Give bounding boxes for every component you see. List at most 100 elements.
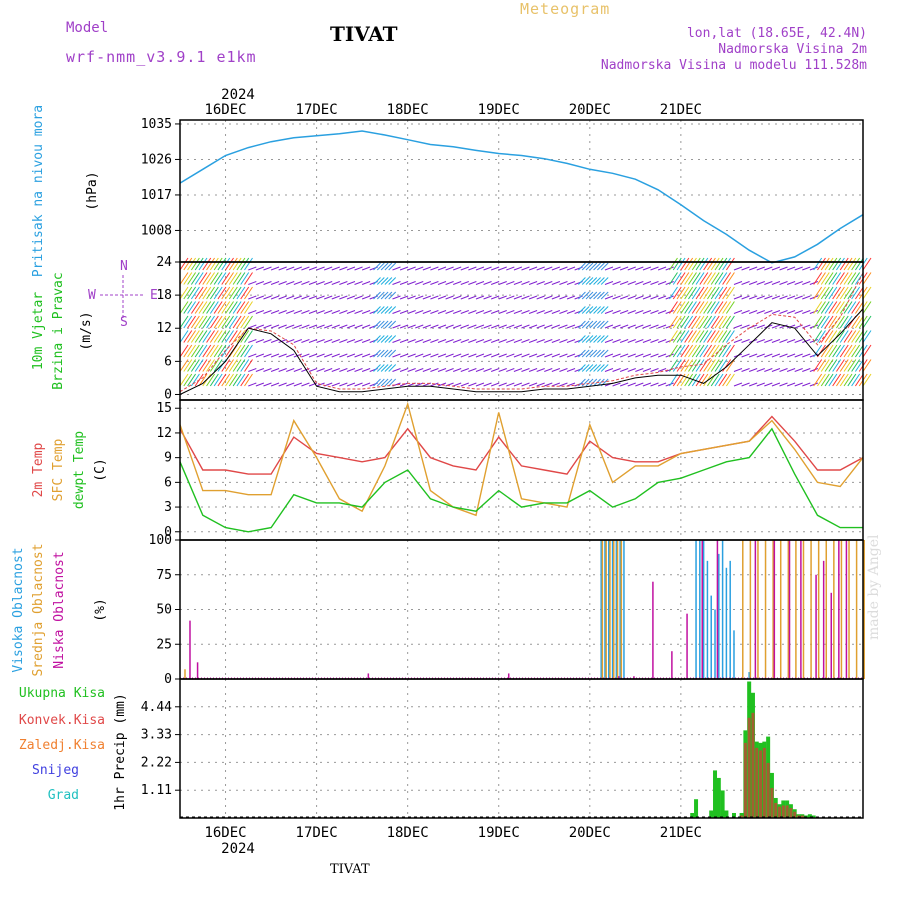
wind-barb	[221, 301, 231, 314]
wind-barb	[331, 295, 340, 300]
wind-barb	[691, 315, 701, 329]
year-label-top: 2024	[221, 87, 255, 103]
date-label-bottom: 18DEC	[387, 825, 429, 841]
wind-barb	[278, 324, 287, 329]
precip-total-bar	[709, 810, 714, 818]
wind-barb	[248, 382, 257, 387]
temp-ylabel-dewpt: dewpt Temp	[72, 431, 87, 509]
wind-barb	[722, 373, 732, 387]
wind-barb	[566, 295, 576, 300]
wind-barb	[528, 266, 538, 271]
wind-barb	[236, 359, 246, 372]
wind-barb	[286, 368, 295, 372]
wind-barb	[213, 315, 223, 329]
wind-barb	[270, 382, 280, 387]
wind-barb	[202, 286, 212, 300]
wind-barb	[779, 353, 788, 358]
wind-barb	[270, 353, 280, 358]
wind-barb	[248, 353, 257, 358]
wind-barb	[559, 295, 568, 300]
wind-barb	[536, 281, 545, 285]
wind-barb	[380, 262, 389, 271]
wind-barb	[722, 344, 732, 358]
wind-barb	[301, 353, 310, 358]
wind-barb	[202, 257, 212, 271]
wind-barb	[324, 353, 333, 358]
precip-total-bar	[690, 812, 695, 818]
wind-barb	[437, 310, 447, 314]
wind-barb	[225, 359, 234, 372]
wind-barb	[376, 378, 385, 387]
wind-barb	[206, 373, 215, 387]
wind-barb	[809, 266, 819, 271]
y-tick-label: 3	[164, 500, 172, 515]
panel-frame-precip	[179, 678, 864, 819]
wind-barb	[843, 344, 853, 358]
wind-barb	[627, 353, 636, 358]
wind-barb	[179, 286, 189, 300]
wind-barb	[388, 378, 397, 387]
wind-barb	[194, 272, 204, 285]
wind-barb	[183, 315, 193, 329]
wind-barb	[293, 382, 303, 387]
wind-barb	[714, 301, 724, 314]
wind-barb	[331, 324, 340, 329]
wind-barb	[839, 286, 849, 300]
wind-barb	[851, 344, 861, 358]
wind-barb	[388, 335, 397, 343]
wind-barb	[521, 353, 530, 358]
wind-barb	[244, 344, 253, 358]
wind-barb	[453, 339, 462, 343]
wind-barb	[513, 266, 523, 271]
wind-barb	[506, 368, 515, 372]
wind-barb	[604, 295, 614, 300]
wind-barb	[339, 382, 348, 387]
wind-barb	[544, 266, 553, 271]
model-name: wrf-nmm_v3.9.1 e1km	[66, 48, 257, 66]
wind-barb	[839, 315, 849, 329]
wind-barb	[422, 310, 432, 314]
wind-barb	[521, 324, 530, 329]
wind-barb	[228, 330, 238, 343]
wind-barb	[820, 373, 830, 387]
wind-barb	[604, 353, 614, 358]
wind-barb	[600, 349, 609, 358]
wind-barb	[460, 310, 469, 314]
wind-barb	[430, 310, 439, 314]
wind-barb	[707, 344, 716, 358]
wind-barb	[862, 344, 872, 358]
wind-barb	[225, 272, 234, 285]
wind-barb	[707, 359, 716, 372]
precip-conv-bar	[747, 717, 751, 818]
wind-barb	[843, 373, 853, 387]
wind-barb	[308, 310, 318, 314]
wind-barb	[862, 286, 872, 300]
wind-barb	[802, 339, 811, 343]
wind-barb	[680, 315, 690, 329]
wind-barb	[301, 382, 310, 387]
wind-barb	[513, 295, 523, 300]
wind-barb	[589, 277, 598, 285]
wind-barb	[263, 266, 272, 271]
wind-barb	[817, 257, 826, 271]
y-tick-label: 2.22	[141, 755, 172, 770]
cloud-unit: (%)	[93, 598, 108, 621]
wind-barb	[437, 382, 447, 387]
wind-barb	[346, 281, 356, 285]
wind-barb	[354, 266, 363, 271]
wind-barb	[597, 306, 605, 314]
wind-barb	[669, 286, 678, 300]
wind-barb	[703, 315, 713, 329]
wind-barb	[786, 368, 796, 372]
wind-barb	[490, 281, 500, 285]
wind-barb	[836, 315, 845, 329]
wind-barb	[422, 353, 432, 358]
wind-barb	[597, 335, 605, 343]
wind-barb	[190, 359, 200, 372]
wind-barb	[399, 339, 409, 343]
wind-barb	[460, 353, 469, 358]
wind-barb	[714, 359, 724, 372]
wind-barb	[836, 344, 845, 358]
wind-barb	[453, 266, 462, 271]
wind-barb	[828, 315, 838, 329]
